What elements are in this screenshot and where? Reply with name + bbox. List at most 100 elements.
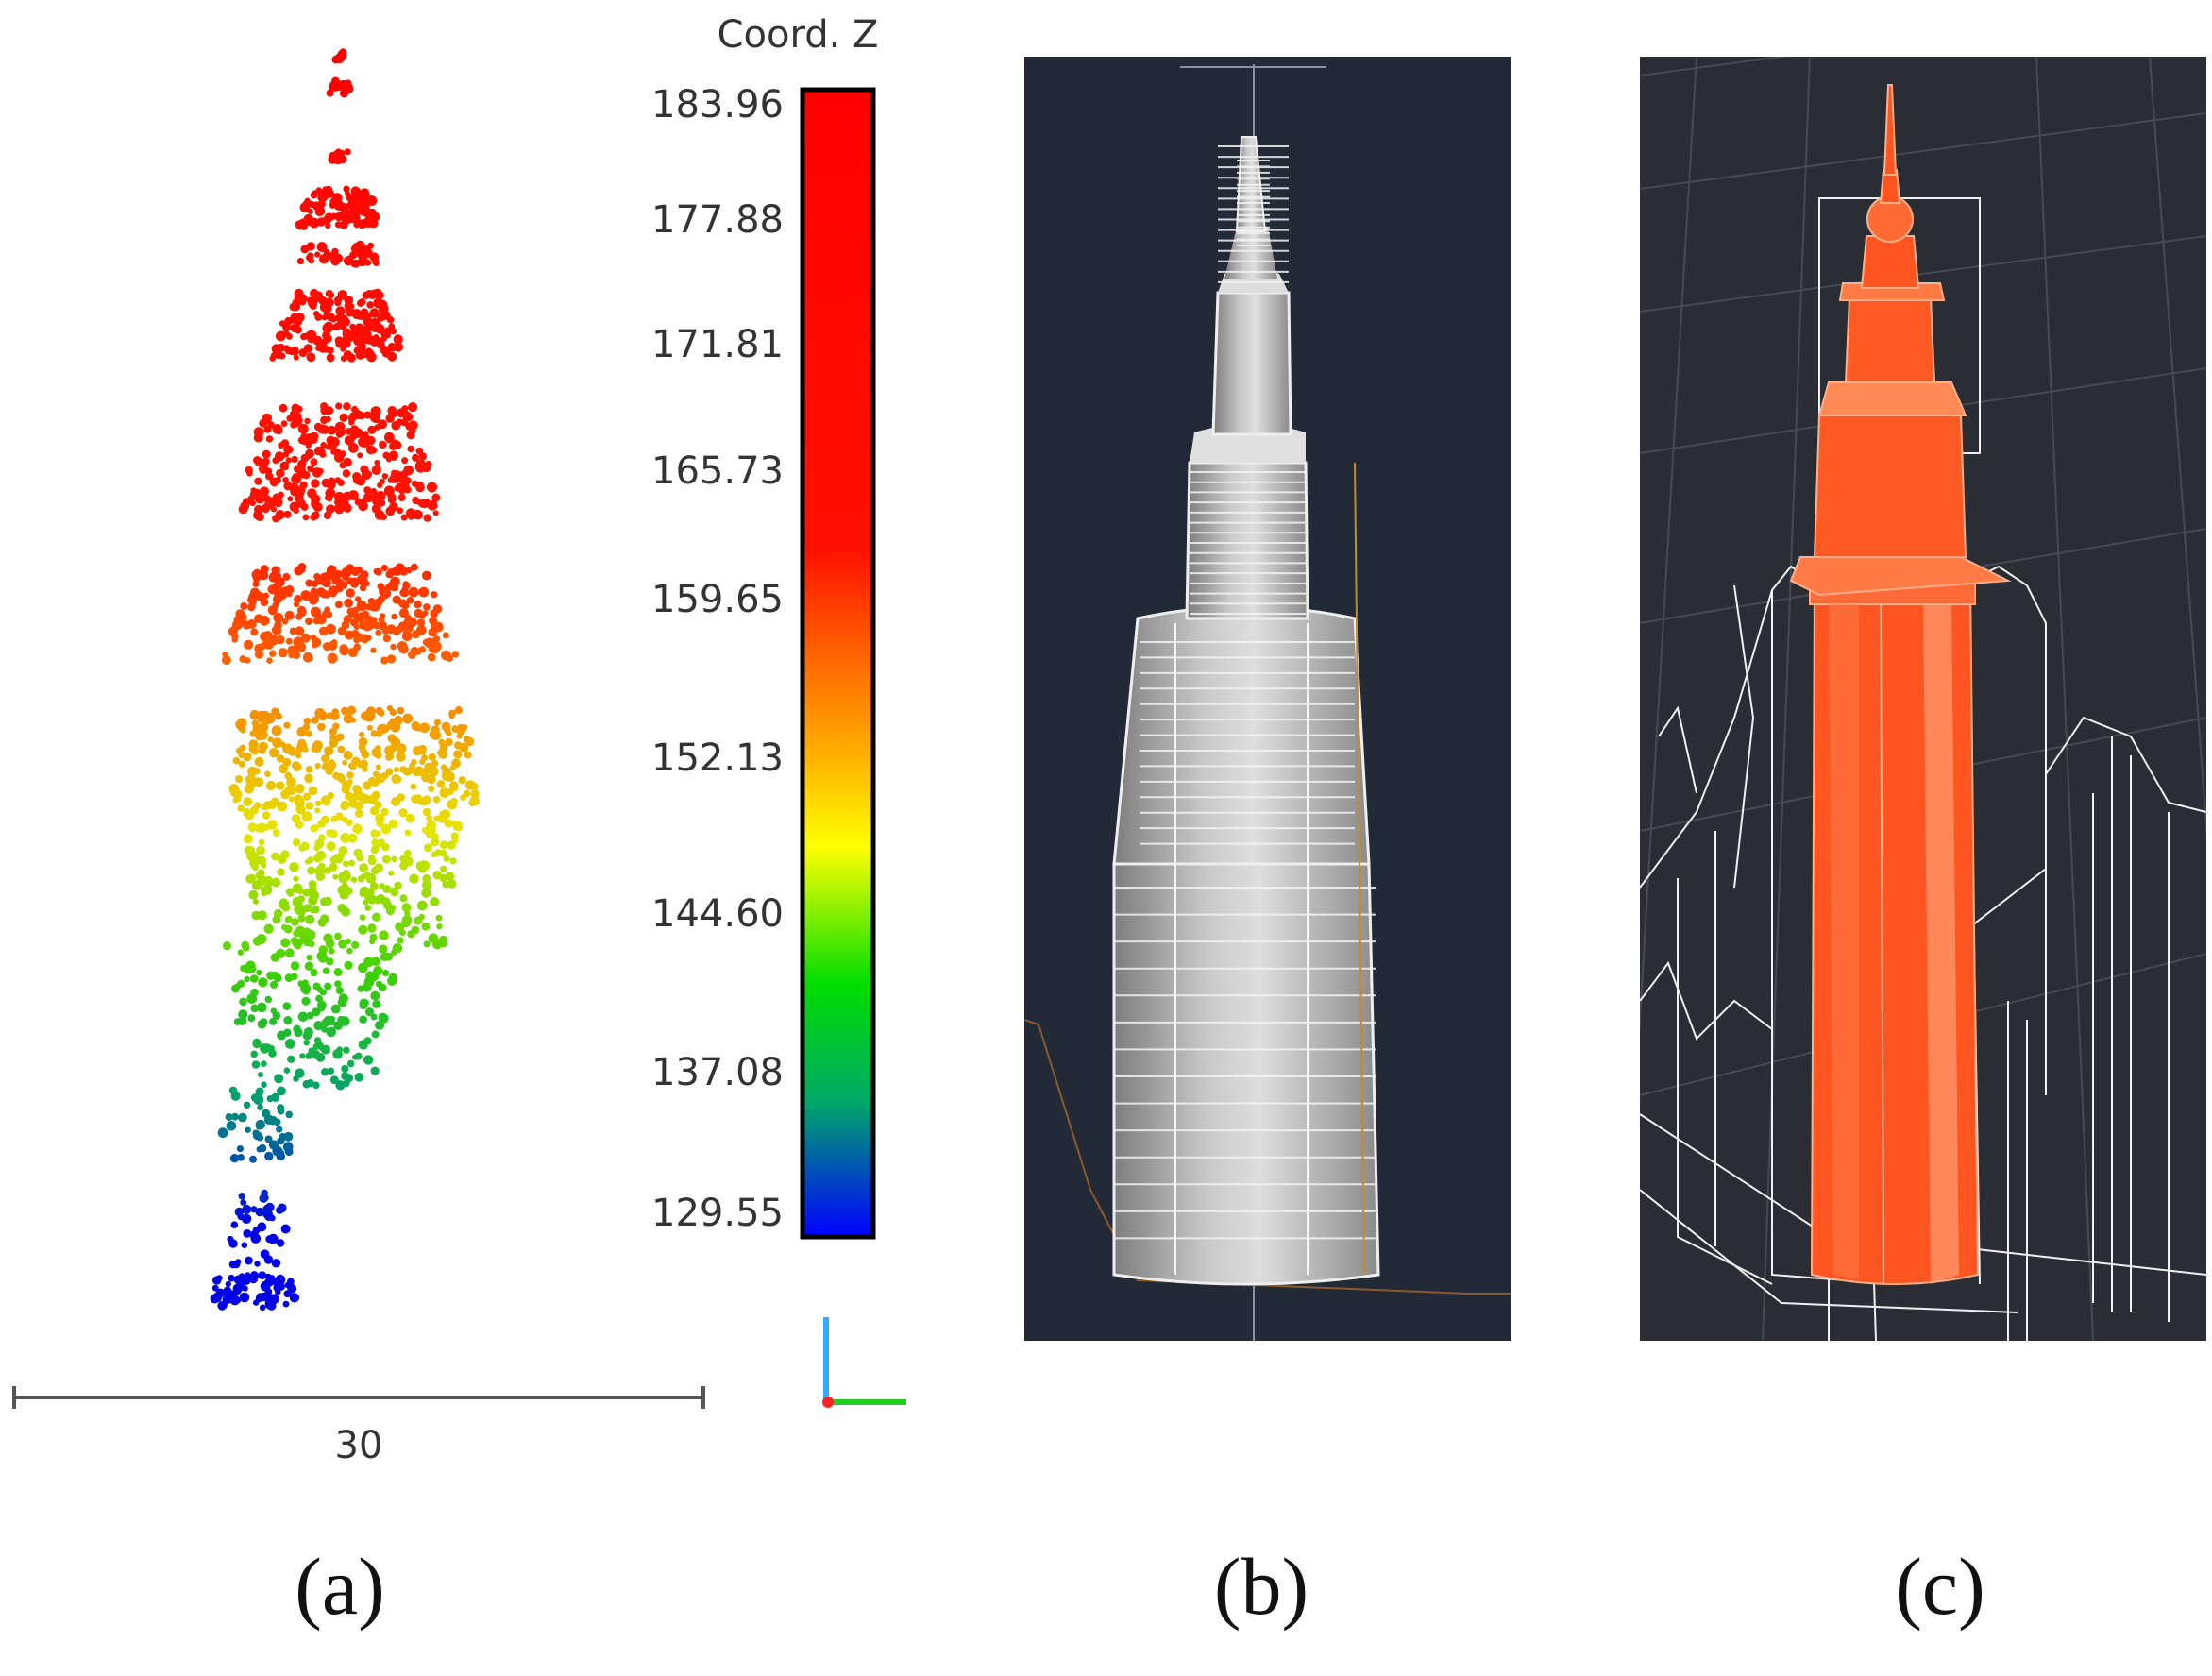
point [363, 431, 369, 437]
point [289, 316, 296, 324]
point [365, 470, 373, 478]
point [221, 1302, 228, 1310]
point [269, 1214, 276, 1222]
point [394, 484, 401, 492]
point [435, 914, 443, 922]
point [380, 952, 390, 961]
point [285, 457, 292, 464]
point [291, 918, 299, 926]
point [387, 975, 397, 986]
point [282, 330, 290, 338]
point [406, 597, 414, 604]
point [404, 910, 411, 917]
point [438, 738, 446, 746]
point [402, 581, 409, 587]
point [415, 482, 425, 493]
point [264, 467, 273, 475]
point [253, 802, 262, 809]
point [307, 208, 313, 214]
point [329, 324, 336, 330]
point [340, 833, 350, 843]
point [269, 748, 279, 758]
point [303, 717, 312, 725]
point [330, 252, 339, 261]
point [283, 721, 291, 729]
point [442, 880, 449, 889]
point [300, 841, 310, 851]
point [370, 647, 377, 653]
point [396, 418, 403, 427]
point [302, 199, 312, 209]
point [269, 650, 277, 657]
point [217, 1127, 228, 1139]
point [254, 504, 263, 515]
point [257, 495, 263, 501]
point [247, 822, 258, 833]
point [369, 713, 376, 719]
point [361, 711, 371, 721]
point [255, 1207, 264, 1217]
point [210, 1294, 220, 1304]
point [314, 313, 323, 321]
point [375, 629, 382, 636]
point [314, 208, 324, 216]
point [256, 1133, 264, 1142]
point [405, 813, 414, 823]
colorbar-tick: 152.13 [651, 736, 784, 780]
point [288, 652, 295, 659]
point [300, 633, 311, 643]
point [357, 985, 364, 992]
point [257, 1019, 267, 1029]
point [267, 736, 274, 743]
point [280, 789, 291, 800]
point [286, 777, 296, 787]
point [347, 762, 354, 769]
point [240, 1199, 247, 1206]
point [268, 1140, 279, 1150]
point [257, 910, 267, 921]
point [297, 895, 305, 904]
point [339, 462, 346, 469]
point [401, 631, 413, 642]
point [279, 352, 286, 360]
point [373, 334, 380, 340]
point [345, 791, 354, 801]
point [346, 947, 353, 955]
point [325, 487, 336, 499]
colorbar-title: Coord. Z [717, 13, 879, 57]
point [402, 713, 414, 724]
point [264, 1151, 274, 1161]
point [313, 1021, 324, 1031]
point [238, 1112, 247, 1123]
point [240, 601, 248, 610]
point [272, 601, 279, 609]
point [363, 957, 374, 968]
point [393, 342, 403, 352]
point [282, 1300, 290, 1308]
point [211, 1284, 219, 1292]
point [367, 425, 377, 434]
point [238, 613, 247, 621]
point [252, 1039, 262, 1049]
point [269, 980, 279, 989]
point [292, 838, 301, 847]
point [245, 1256, 253, 1265]
point [412, 509, 422, 520]
point [333, 449, 343, 458]
point [410, 783, 417, 790]
point [385, 906, 395, 916]
point [340, 291, 346, 296]
point [293, 875, 299, 882]
point [380, 823, 392, 835]
point [316, 242, 328, 252]
point [252, 574, 261, 583]
point [436, 923, 443, 930]
point [315, 1053, 326, 1062]
point [237, 1154, 245, 1161]
point [250, 1093, 260, 1102]
point [353, 428, 363, 438]
point [426, 824, 436, 835]
point [378, 1012, 388, 1023]
point [280, 420, 288, 427]
point [310, 458, 318, 466]
